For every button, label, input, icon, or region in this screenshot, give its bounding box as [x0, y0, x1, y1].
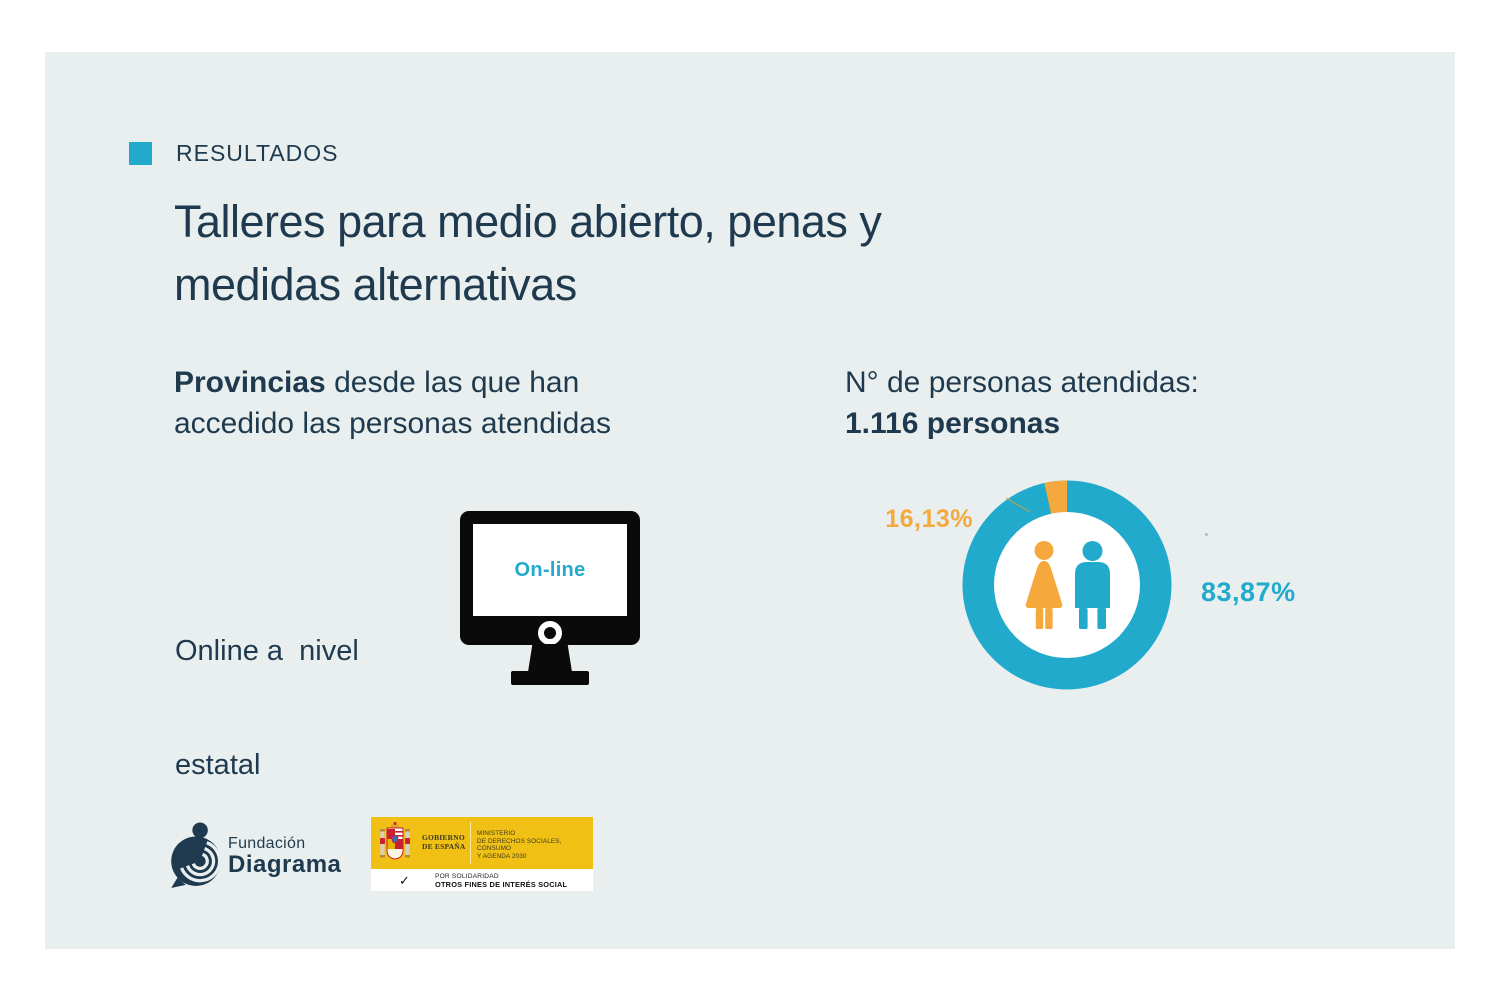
- provincias-bold: Provincias: [174, 366, 326, 399]
- provincias-lead: Provincias desde las que han accedido la…: [174, 362, 794, 444]
- gobierno-line2: DE ESPAÑA: [422, 842, 466, 851]
- monitor-screen: On-line: [473, 524, 627, 616]
- gobierno-espana-logo: GOBIERNO DE ESPAÑA MINISTERIO DE DERECHO…: [371, 817, 593, 891]
- online-line2: estatal: [175, 749, 261, 781]
- ministerio-line3: Y AGENDA 2030: [477, 852, 527, 860]
- monitor-stand-neck: [528, 644, 572, 672]
- donut-small-segment: [1044, 480, 1068, 516]
- solidaridad-line2: OTROS FINES DE INTERÉS SOCIAL: [435, 880, 568, 889]
- atendidas-value: 1.116 personas: [845, 407, 1061, 440]
- man-icon: [1075, 541, 1110, 629]
- gobierno-logo-background: GOBIERNO DE ESPAÑA MINISTERIO DE DERECHO…: [371, 817, 593, 869]
- gobierno-line1: GOBIERNO: [422, 833, 465, 842]
- donut-chart-svg: [962, 480, 1172, 690]
- logo-divider: [470, 822, 471, 864]
- spain-coat-of-arms-icon: [380, 822, 410, 860]
- atendidas-head: N° de personas atendidas: 1.116 personas: [845, 362, 1405, 444]
- page-title-line1: Talleres para medio abierto, penas y: [174, 196, 882, 247]
- solidaridad-line1: POR SOLIDARIDAD: [435, 873, 499, 880]
- provincias-line1-rest: desde las que han: [325, 366, 580, 399]
- diagrama-label: Diagrama: [228, 851, 342, 878]
- solidaridad-strip: ✓ POR SOLIDARIDAD OTROS FINES DE INTERÉS…: [371, 869, 593, 891]
- fundacion-diagrama-logo-icon: [171, 822, 222, 888]
- donut-chart: [957, 475, 1177, 695]
- checkmark-icon: ✓: [399, 873, 410, 888]
- page-title: Talleres para medio abierto, penas y med…: [174, 190, 1074, 316]
- dust-speck: [1205, 533, 1208, 536]
- monitor-stand-base: [511, 671, 589, 685]
- online-line1: Online a nivel: [175, 635, 359, 667]
- woman-icon: [1025, 541, 1063, 629]
- provincias-line1: Provincias desde las que han: [174, 362, 794, 403]
- ministerio-line2: DE DERECHOS SOCIALES, CONSUMO: [477, 837, 562, 853]
- monitor-screen-label: On-line: [514, 558, 586, 581]
- online-text: Online a nivel estatal: [175, 556, 359, 860]
- ministerio-line1: MINISTERIO: [477, 830, 516, 837]
- donut-hole: [994, 512, 1140, 658]
- slice-label-large: 83,87%: [1201, 577, 1296, 607]
- fundacion-label: Fundación: [228, 835, 306, 852]
- section-label: RESULTADOS: [176, 140, 339, 166]
- provincias-line2: accedido las personas atendidas: [174, 407, 611, 440]
- page-title-line2: medidas alternativas: [174, 259, 577, 310]
- slice-label-small: 16,13%: [885, 505, 973, 533]
- slide-panel: RESULTADOS Talleres para medio abierto, …: [45, 52, 1455, 949]
- gobierno-text: GOBIERNO DE ESPAÑA: [422, 833, 466, 851]
- atendidas-label: N° de personas atendidas:: [845, 366, 1199, 399]
- monitor-icon: On-line: [460, 511, 640, 686]
- section-bullet-square: [129, 142, 152, 165]
- monitor-camera-ring-icon: [538, 621, 562, 645]
- ministerio-text: MINISTERIO DE DERECHOS SOCIALES, CONSUMO…: [477, 830, 593, 860]
- slice-leader-line: [1005, 497, 1031, 513]
